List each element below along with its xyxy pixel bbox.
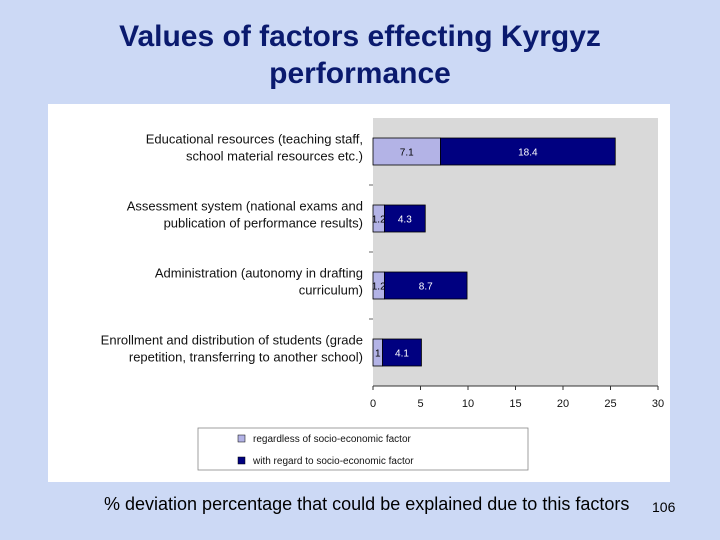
x-tick-label: 0 (370, 398, 376, 410)
slide-title-line-1: Values of factors effecting Kyrgyz (119, 20, 601, 53)
category-label: repetition, transferring to another scho… (129, 350, 363, 365)
legend-swatch-series-2 (237, 456, 246, 465)
legend-label-series-2: with regard to socio-economic factor (252, 456, 414, 467)
data-label-series-1: 1 (375, 349, 381, 360)
category-label: curriculum) (299, 283, 363, 298)
x-tick-label: 15 (509, 398, 521, 410)
data-label-series-2: 8.7 (419, 282, 433, 293)
x-tick-label: 30 (652, 398, 664, 410)
x-tick-label: 10 (462, 398, 474, 410)
data-label-series-1: 7.1 (400, 148, 414, 159)
category-label: school material resources etc.) (186, 149, 363, 164)
data-label-series-1: 1.2 (372, 282, 386, 293)
chart-panel: 7.1 18.4 Educational resources (teaching s… (48, 104, 670, 482)
data-label-series-1: 1.2 (372, 215, 386, 226)
bar-chart: 7.1 18.4 Educational resources (teaching s… (101, 118, 664, 471)
category-label: Assessment system (national exams and (127, 199, 363, 214)
data-label-series-2: 18.4 (518, 148, 538, 159)
bar-series-1 (372, 137, 441, 166)
data-label-series-2: 4.3 (398, 215, 412, 226)
legend-label-series-1: regardless of socio-economic factor (253, 434, 412, 445)
category-label: Administration (autonomy in drafting (155, 266, 363, 281)
x-tick-label: 5 (417, 398, 423, 410)
bar-series-2 (382, 338, 422, 367)
x-tick-label: 20 (557, 398, 569, 410)
category-label: Enrollment and distribution of students … (101, 333, 363, 348)
legend-box (197, 427, 529, 471)
data-label-series-2: 4.1 (395, 349, 409, 360)
category-label: publication of performance results) (164, 216, 363, 231)
x-tick-label: 25 (604, 398, 616, 410)
bar-series-2 (383, 271, 468, 300)
slide-title: Values of factors effecting Kyrgyz perfo… (40, 18, 680, 92)
bar-series-2 (440, 137, 616, 166)
slide-title-line-2: performance (269, 57, 451, 90)
legend-swatch-series-1 (237, 434, 246, 443)
footer-caption: % deviation percentage that could be exp… (104, 494, 630, 514)
category-label: Educational resources (teaching staff, (146, 132, 363, 147)
bar-series-2 (383, 204, 426, 233)
page-number: 106 (652, 499, 676, 515)
